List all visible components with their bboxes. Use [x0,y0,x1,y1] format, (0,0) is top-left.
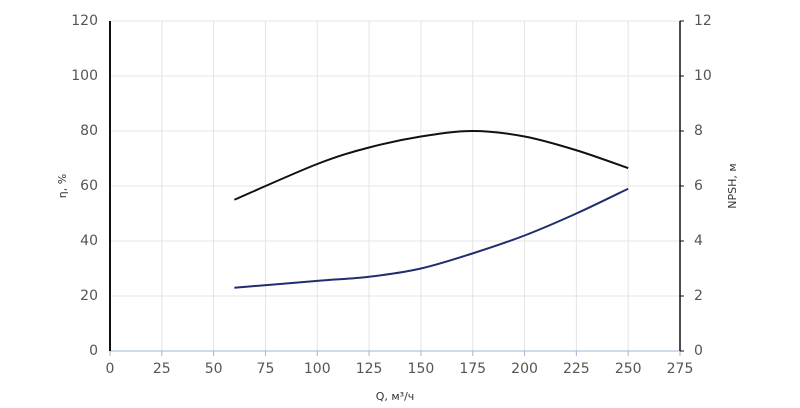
x-axis-label: Q, м³/ч [376,390,415,403]
x-tick-label: 200 [511,361,538,377]
y2-axis-label: NPSH, м [726,163,739,208]
y2-tick-label: 8 [694,123,703,139]
x-tick-label: 100 [304,361,331,377]
y2-tick-label: 12 [694,13,712,29]
x-tick-label: 75 [257,361,275,377]
line [234,187,629,289]
y2-tick-label: 6 [694,178,703,194]
x-tick-label: 225 [563,361,590,377]
y-tick-label: 60 [80,178,98,194]
y-tick-label: 0 [89,343,98,359]
y2-tick-label: 10 [694,68,712,84]
x-tick-label: 275 [667,361,694,377]
x-tick-label: 175 [459,361,486,377]
x-tick-label: 25 [153,361,171,377]
x-tick-label: 150 [408,361,435,377]
y2-tick-label: 0 [694,343,703,359]
y2-tick-label: 2 [694,288,703,304]
x-tick-label: 0 [106,361,115,377]
y-tick-label: 80 [80,123,98,139]
y-axis-label: η, % [56,174,69,198]
y2-tick-label: 4 [694,233,703,249]
y-tick-label: 120 [71,13,98,29]
x-tick-label: 125 [356,361,383,377]
y-tick-label: 100 [71,68,98,84]
line [233,129,629,201]
y-tick-label: 40 [80,233,98,249]
y-tick-label: 20 [80,288,98,304]
x-tick-label: 250 [615,361,642,377]
x-tick-label: 50 [205,361,223,377]
